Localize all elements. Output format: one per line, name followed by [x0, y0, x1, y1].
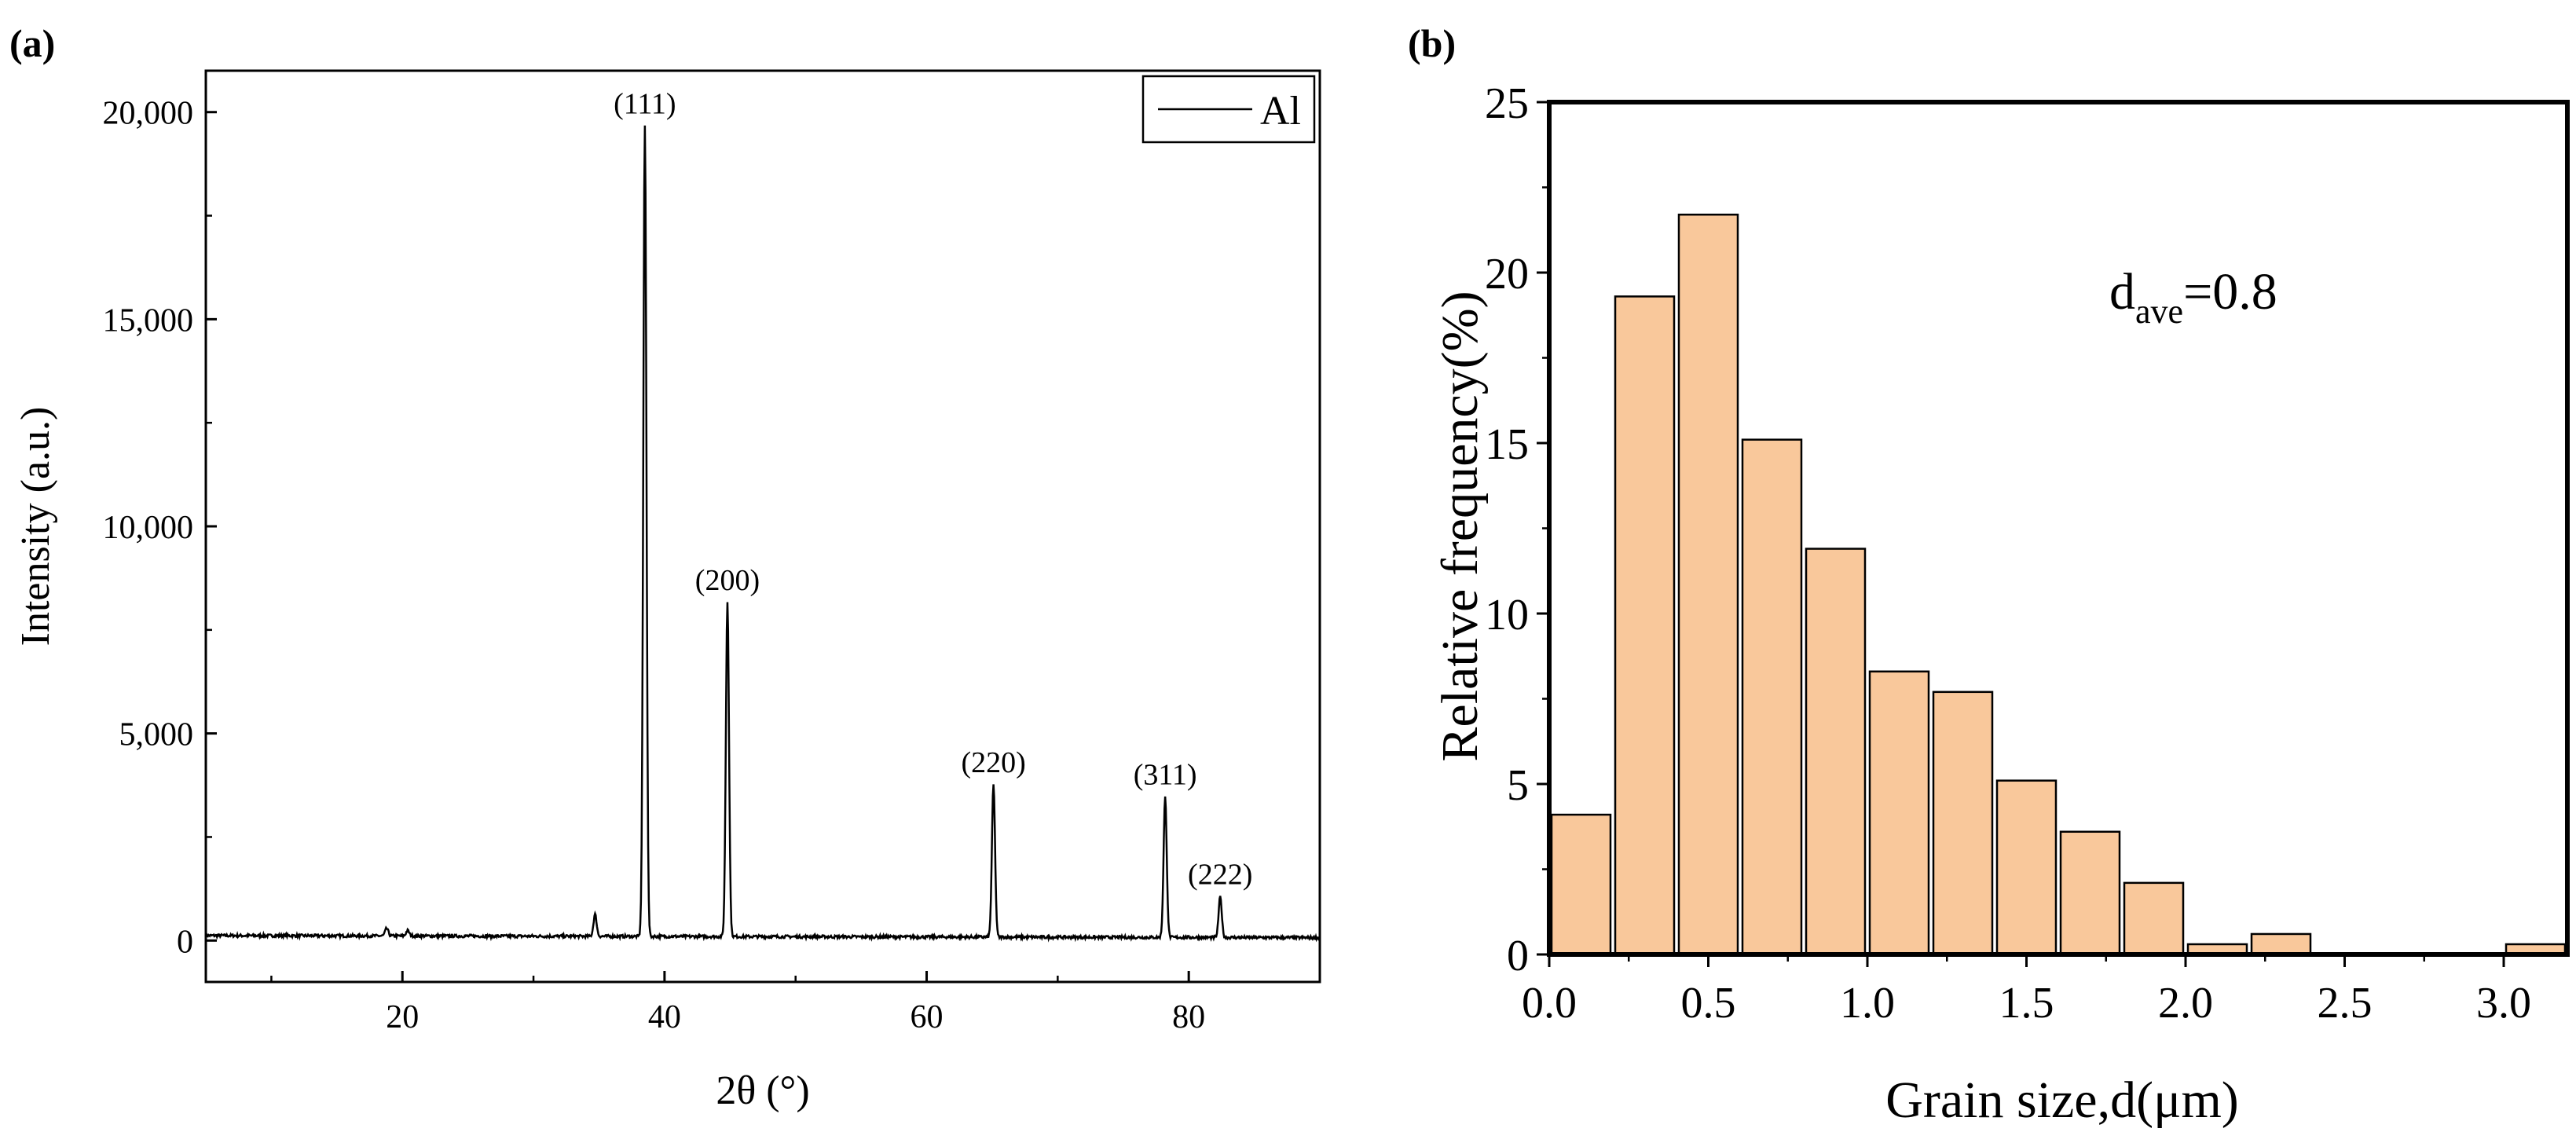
x-tick-label: 40 — [648, 999, 681, 1035]
panel-a-peak-labels: (111) (200) (220) (311) (222) — [614, 88, 1252, 892]
annotation-main: d — [2109, 263, 2135, 321]
peak-label: (220) — [961, 746, 1025, 779]
annotation-subscript: ave — [2135, 292, 2183, 331]
peak-label: (111) — [614, 88, 676, 121]
histogram-bar — [2123, 881, 2185, 956]
histogram-bar — [1932, 691, 1994, 956]
peak-label: (222) — [1188, 858, 1252, 891]
histogram-bar — [1677, 213, 1739, 956]
legend-label-al: Al — [1260, 89, 1301, 134]
panel-b-histogram: (b) 0.0 0.5 1.0 1.5 2.0 2.5 3.0 0 5 10 15 20 25 dav… — [1408, 21, 2570, 1129]
panel-b-label: (b) — [1408, 21, 1456, 65]
y-tick-label: 20 — [1485, 250, 1529, 299]
panel-a-xrd-chart: (a) 20 40 60 80 0 5,000 10,000 15,000 20,000 (1… — [9, 21, 1321, 1113]
histogram-bar — [1550, 813, 1612, 956]
y-tick-label: 5 — [1507, 761, 1529, 810]
panel-b-x-ticks: 0.0 0.5 1.0 1.5 2.0 2.5 3.0 — [1522, 954, 2531, 1028]
peak-label: (311) — [1134, 759, 1197, 792]
panel-b-bars — [1550, 213, 2567, 956]
panel-a-label: (a) — [9, 21, 55, 65]
panel-a-legend: Al — [1141, 75, 1316, 144]
histogram-bar — [2250, 932, 2312, 956]
peak-label: (200) — [695, 564, 760, 597]
y-tick-label: 20,000 — [103, 96, 194, 132]
histogram-bar — [1805, 548, 1867, 956]
y-tick-label: 10,000 — [103, 510, 194, 546]
y-tick-label: 5,000 — [119, 717, 194, 753]
x-tick-label: 2.0 — [2158, 979, 2213, 1028]
panel-a-plot-frame — [204, 69, 1321, 984]
y-tick-label: 15,000 — [103, 302, 194, 339]
panel-a-x-axis-label: 2θ (°) — [716, 1068, 809, 1113]
x-tick-label: 1.0 — [1840, 979, 1895, 1028]
panel-b-x-axis-label: Grain size,d(μm) — [1885, 1072, 2239, 1129]
y-tick-label: 15 — [1485, 420, 1529, 469]
panel-b-y-ticks: 0 5 10 15 20 25 — [1485, 79, 1549, 980]
x-tick-label: 0.5 — [1681, 979, 1736, 1028]
y-tick-label: 25 — [1485, 79, 1529, 128]
y-tick-label: 10 — [1485, 591, 1529, 639]
y-tick-label: 0 — [1507, 932, 1529, 980]
x-tick-label: 80 — [1172, 999, 1205, 1035]
panel-b-y-axis-label: Relative frequency(%) — [1431, 291, 1489, 761]
histogram-bar — [1995, 779, 2058, 956]
histogram-bar — [1741, 438, 1803, 956]
y-tick-label: 0 — [177, 924, 193, 960]
x-tick-label: 3.0 — [2476, 979, 2531, 1028]
x-tick-label: 0.0 — [1522, 979, 1577, 1028]
histogram-bar — [2059, 830, 2121, 956]
series-line-al — [204, 125, 1321, 943]
histogram-bar — [1868, 670, 1930, 956]
annotation-d-ave: dave=0.8 — [2109, 263, 2277, 331]
x-tick-label: 60 — [911, 999, 944, 1035]
annotation-value: =0.8 — [2183, 263, 2277, 321]
panel-a-y-axis-label: Intensity (a.u.) — [13, 407, 58, 647]
x-tick-label: 2.5 — [2318, 979, 2373, 1028]
panel-a-y-ticks: 0 5,000 10,000 15,000 20,000 — [103, 96, 217, 960]
x-tick-label: 20 — [386, 999, 419, 1035]
histogram-bar — [1614, 295, 1676, 956]
panel-a-x-ticks: 20 40 60 80 — [270, 971, 1205, 1035]
x-tick-label: 1.5 — [1999, 979, 2054, 1028]
